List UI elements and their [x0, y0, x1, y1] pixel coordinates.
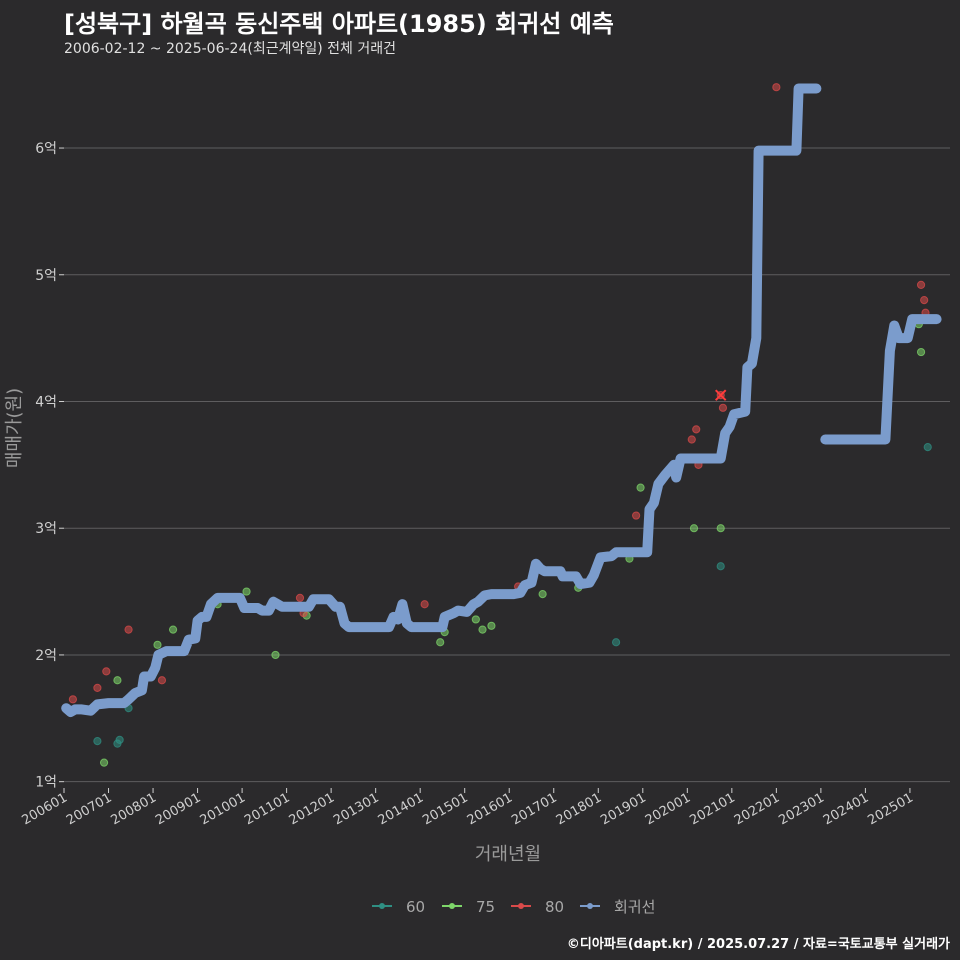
y-axis-label: 매매가(원) — [4, 388, 25, 468]
data-point-80 — [420, 600, 429, 609]
y-tick-label: 5억 — [35, 268, 57, 284]
data-point-80 — [718, 403, 728, 412]
data-point-75 — [271, 650, 280, 660]
data-point-75 — [113, 676, 122, 685]
legend-marker — [379, 903, 385, 909]
data-point-60 — [93, 737, 102, 746]
data-point-60 — [923, 443, 932, 452]
x-tick-label: 200901 — [153, 790, 203, 828]
data-point-80 — [916, 280, 926, 289]
x-tick-label: 201401 — [376, 790, 426, 828]
data-point-60 — [716, 562, 725, 571]
y-tick-label: 2억 — [35, 648, 57, 664]
data-point-75 — [916, 347, 926, 357]
x-tick-label: 202301 — [776, 790, 826, 828]
x-tick-label: 201501 — [420, 790, 470, 828]
data-point-75 — [242, 587, 251, 596]
x-tick-label: 202501 — [865, 790, 915, 828]
x-tick-label: 201901 — [598, 790, 648, 828]
data-point-75 — [471, 615, 480, 624]
data-point-80 — [102, 667, 111, 676]
legend-label: 회귀선 — [614, 898, 655, 916]
y-tick-label: 3억 — [35, 521, 57, 537]
x-tick-label: 200701 — [64, 790, 114, 828]
x-tick-label: 202101 — [687, 790, 737, 828]
data-point-75 — [478, 625, 487, 634]
data-point-80 — [687, 435, 696, 444]
x-tick-label: 200601 — [20, 790, 70, 828]
legend: 60 75 80 회귀선 — [372, 898, 655, 916]
data-point-75 — [436, 638, 445, 647]
data-point-75 — [99, 758, 109, 767]
source-credit: ©디아파트(dapt.kr) / 2025.07.27 / 자료=국토교통부 실… — [566, 937, 950, 952]
data-point-75 — [153, 640, 162, 649]
x-tick-label: 201001 — [198, 790, 248, 828]
legend-label: 75 — [476, 898, 495, 916]
data-point-80 — [68, 695, 78, 704]
data-point-80 — [124, 625, 133, 634]
x-tick-label: 200801 — [109, 790, 159, 828]
legend-label: 80 — [545, 898, 564, 916]
legend-marker — [587, 903, 593, 909]
x-axis-label: 거래년월 — [475, 844, 541, 865]
data-point-80 — [93, 683, 102, 692]
data-point-75 — [716, 524, 725, 533]
x-tick-label: 202201 — [732, 790, 782, 828]
data-point-75 — [538, 590, 547, 599]
regression-line — [61, 83, 822, 717]
x-tick-label: 201301 — [331, 790, 381, 828]
data-point-75 — [636, 483, 645, 492]
y-tick-label: 1억 — [35, 775, 57, 791]
highlight-cross — [715, 389, 727, 401]
data-point-80 — [295, 593, 305, 603]
data-point-80 — [772, 83, 781, 92]
legend-marker — [518, 903, 524, 909]
chart-subtitle: 2006-02-12 ~ 2025-06-24(최근계약일) 전체 거래건 — [64, 41, 396, 57]
data-point-75 — [487, 621, 496, 630]
chart-title: [성북구] 하월곡 동신주택 아파트(1985) 회귀선 예측 — [64, 10, 614, 38]
data-point-80 — [692, 425, 701, 434]
x-tick-label: 201601 — [465, 790, 515, 828]
x-tick-label: 202401 — [821, 790, 871, 828]
data-point-60 — [611, 638, 621, 647]
x-tick-label: 202001 — [643, 790, 693, 828]
y-tick-label: 4억 — [35, 394, 57, 410]
data-point-75 — [689, 524, 699, 533]
x-axis: 2006012007012008012009012010012011012012… — [20, 788, 916, 828]
legend-label: 60 — [406, 898, 425, 916]
x-tick-label: 201701 — [509, 790, 559, 828]
gridlines — [64, 147, 950, 783]
data-point-80 — [920, 296, 929, 305]
x-tick-label: 201201 — [287, 790, 337, 828]
x-tick-label: 201101 — [242, 790, 292, 828]
regression-line — [820, 314, 942, 445]
data-point-60 — [115, 735, 124, 744]
data-point-80 — [632, 511, 641, 520]
y-axis: 1억 2억 3억 4억 5억 6억 — [35, 141, 64, 791]
x-tick-label: 201801 — [554, 790, 604, 828]
data-point-80 — [157, 676, 167, 685]
highlight-marker — [715, 389, 727, 401]
data-point-75 — [168, 625, 178, 634]
scatter-points — [68, 83, 932, 767]
regression-lines — [61, 83, 942, 717]
y-tick-label: 6억 — [35, 141, 57, 157]
legend-marker — [449, 903, 455, 909]
